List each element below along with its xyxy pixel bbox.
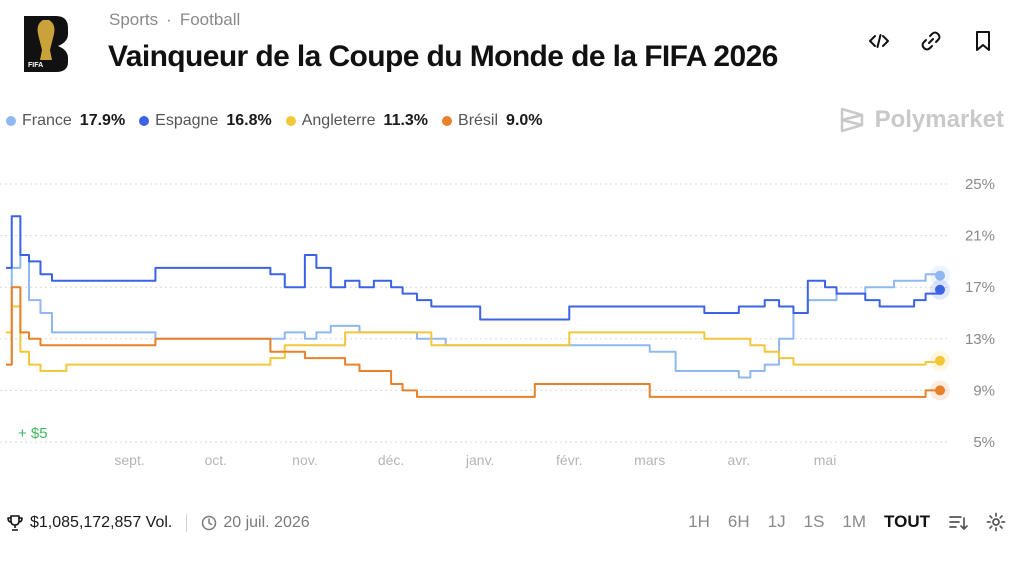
x-tick-label: déc.	[378, 452, 404, 468]
price-chart[interactable]: 25% 21% 17% 13% 9% 5% sept. oct. nov. déc. janv. f…	[0, 160, 1024, 470]
legend-value-angleterre: 11.3%	[383, 112, 429, 129]
breadcrumb-separator: ·	[166, 10, 172, 29]
code-icon	[869, 34, 889, 48]
brand-name: Polymarket	[874, 106, 1004, 133]
x-tick-label: mars	[634, 452, 665, 468]
legend-value-espagne: 16.8%	[226, 112, 272, 129]
range-1s[interactable]: 1S	[803, 512, 825, 531]
end-date-text: 20 juil. 2026	[223, 514, 310, 531]
bookmark-icon	[976, 31, 990, 51]
series-end-dots	[930, 265, 950, 401]
breadcrumb: Sports · Football	[109, 10, 240, 30]
range-1h[interactable]: 1H	[688, 512, 710, 531]
fifa-2026-logo: FIFA	[22, 12, 70, 74]
breadcrumb-sports[interactable]: Sports	[109, 10, 159, 29]
series-end-dot[interactable]	[935, 270, 945, 281]
x-tick-label: avr.	[728, 452, 751, 468]
logo-text: FIFA	[28, 62, 43, 69]
legend-value-bresil: 9.0%	[506, 112, 543, 129]
y-tick-label: 21%	[965, 228, 995, 245]
legend-dot-france	[6, 116, 16, 126]
series-line-2[interactable]	[6, 305, 941, 373]
legend-dot-espagne	[139, 116, 150, 126]
gear-icon[interactable]	[986, 512, 1006, 532]
y-tick-label: 25%	[965, 176, 995, 193]
series-end-dot[interactable]	[935, 385, 945, 396]
x-tick-label: mai	[814, 452, 837, 468]
series-end-dot[interactable]	[935, 355, 945, 366]
link-icon	[921, 31, 941, 51]
y-tick-label: 17%	[965, 279, 995, 296]
range-1j[interactable]: 1J	[767, 512, 786, 531]
embed-button[interactable]	[866, 28, 892, 54]
legend-item-angleterre[interactable]: Angleterre 11.3%	[285, 112, 429, 130]
x-axis-labels: sept. oct. nov. déc. janv. févr. mars avr. mai	[114, 452, 836, 468]
legend-label-espagne: Espagne	[155, 112, 219, 129]
volume-text: $1,085,172,857 Vol.	[30, 514, 173, 531]
y-tick-label: 13%	[965, 331, 995, 348]
series-lines	[6, 215, 941, 398]
legend-dot-bresil	[442, 116, 453, 126]
y-tick-label: 5%	[973, 434, 995, 451]
series-end-dot[interactable]	[935, 284, 945, 295]
polymarket-logo-icon	[840, 107, 863, 133]
legend-item-bresil[interactable]: Brésil 9.0%	[442, 112, 543, 130]
range-6h[interactable]: 6H	[727, 512, 750, 531]
legend-item-france[interactable]: France 17.9%	[6, 112, 125, 130]
x-tick-label: oct.	[205, 452, 228, 468]
market-footer: $1,085,172,857 Vol. 20 juil. 2026	[6, 514, 310, 532]
end-date: 20 juil. 2026	[201, 514, 310, 532]
copy-link-button[interactable]	[918, 28, 944, 54]
page-title: Vainqueur de la Coupe du Monde de la FIF…	[108, 40, 778, 73]
bookmark-button[interactable]	[970, 28, 996, 54]
clock-icon	[202, 515, 217, 531]
breadcrumb-football[interactable]: Football	[179, 10, 241, 29]
x-tick-label: janv.	[465, 452, 495, 468]
range-1m[interactable]: 1M	[842, 512, 867, 531]
x-tick-label: nov.	[292, 452, 317, 468]
series-line-3[interactable]	[6, 286, 940, 398]
trophy-icon	[7, 515, 23, 531]
chart-legend: France 17.9% Espagne 16.8% Angleterre 11…	[6, 112, 543, 130]
x-tick-label: sept.	[114, 452, 144, 468]
gain-annotation: + $5	[18, 425, 48, 442]
series-line-1[interactable]	[6, 215, 941, 321]
legend-dot-angleterre	[285, 116, 296, 126]
sort-icon[interactable]	[948, 512, 968, 532]
x-tick-label: févr.	[556, 452, 582, 468]
top-actions	[866, 28, 996, 54]
polymarket-brand: Polymarket	[839, 106, 1004, 134]
legend-label-angleterre: Angleterre	[301, 112, 376, 129]
legend-value-france: 17.9%	[79, 112, 126, 129]
time-range-selector: 1H 6H 1J 1S 1M TOUT	[688, 512, 1006, 532]
range-tout[interactable]: TOUT	[884, 512, 930, 531]
y-axis-labels: 25% 21% 17% 13% 9% 5%	[965, 176, 995, 451]
legend-label-france: France	[22, 112, 72, 129]
legend-label-bresil: Brésil	[458, 112, 499, 129]
footer-divider	[186, 514, 188, 532]
legend-item-espagne[interactable]: Espagne 16.8%	[139, 112, 272, 130]
series-line-0[interactable]	[6, 253, 941, 379]
y-tick-label: 9%	[973, 382, 995, 399]
